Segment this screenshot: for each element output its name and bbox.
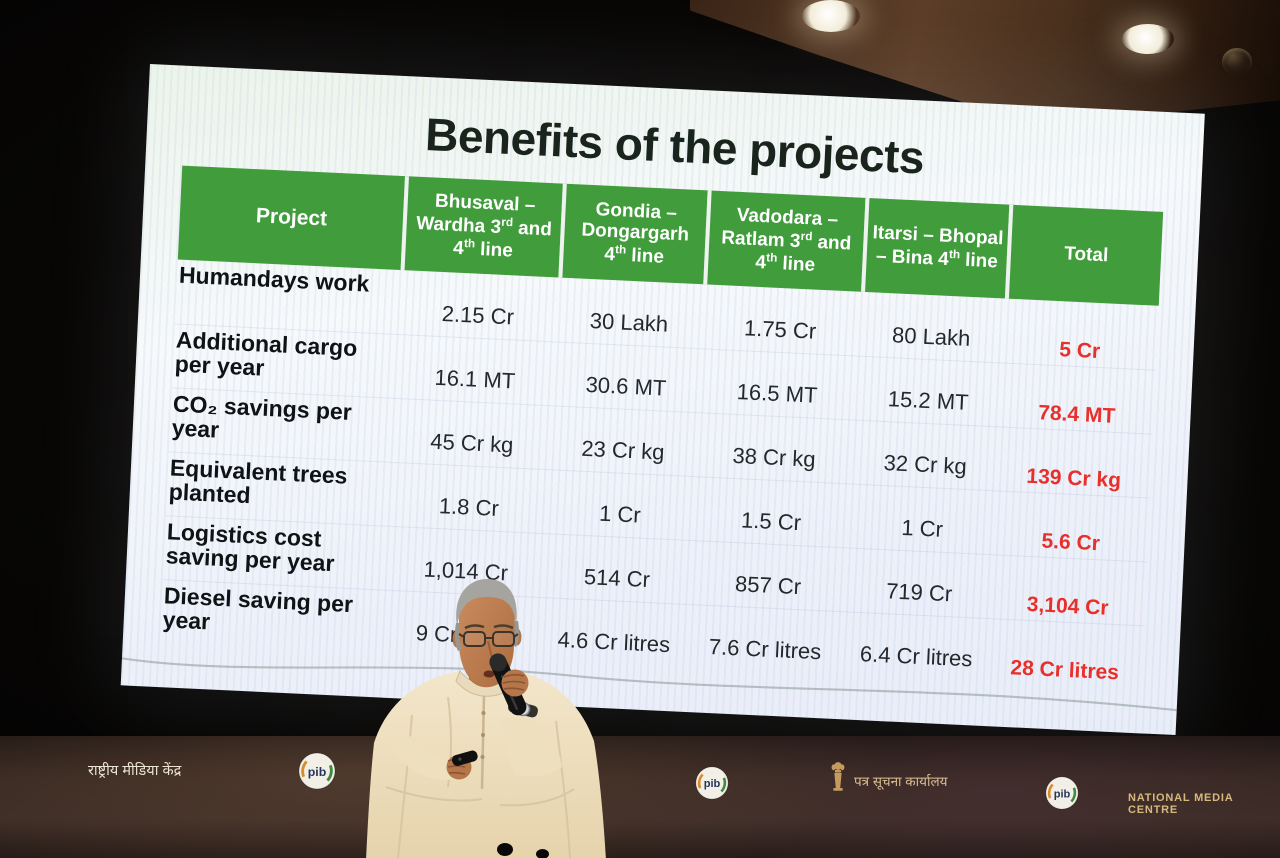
presenter-right-sleeve [500,717,562,777]
kurta-placket [480,694,486,790]
presenter-kurta [366,671,606,858]
column-header: Gondia – Dongargarh 4th line [558,183,708,284]
value-cell: 16.1 MT [394,333,556,405]
ceiling-light-icon [802,0,860,32]
value-cell: 23 Cr kg [549,404,698,476]
total-cell: 139 Cr kg [996,426,1153,498]
value-cell: 1 Cr [849,483,997,554]
ceiling-light-icon [1122,24,1174,54]
value-cell: 32 Cr kg [852,419,1000,490]
pib-logo-text: pib [308,765,327,779]
slide-bottom-curl [121,657,1177,712]
value-cell: 30.6 MT [552,341,701,412]
value-cell: 857 Cr [688,539,850,612]
podium-mic-icon [497,843,513,856]
column-header: Bhusaval – Wardha 3rd and 4th line [400,176,564,278]
pib-logo-icon: pib [1045,776,1079,810]
column-header: Itarsi – Bhopal – Bina 4th line [861,197,1010,299]
value-cell: 80 Lakh [891,321,971,351]
pib-office-hindi-label: पत्र सूचना कार्यालय [854,774,948,789]
nmc-hindi-label: राष्ट्रीय मीडिया केंद्र [88,763,182,779]
pib-logo-text: pib [704,778,721,790]
presenter-mouth [483,670,495,678]
presenter-hair [456,579,517,627]
right-hand-fingers [502,673,526,691]
column-header: Total [1005,204,1164,306]
row-label: Additional cargo per year [171,323,398,398]
value-cell: 1.8 Cr [388,461,550,533]
value-cell: 2.15 Cr [441,300,515,330]
value-cell: 1 Cr [546,468,695,540]
pib-logo-icon: pib [298,752,336,790]
column-header: Vadodara – Ratlam 3rd and 4th line [703,190,866,292]
presenter-hair [454,623,462,651]
column-header: Project [177,165,406,270]
presenter-eyebrows [464,624,514,630]
value-cell: 30 Lakh [589,307,669,337]
value-cell: 38 Cr kg [694,411,856,484]
kurta-buttons [480,711,486,759]
row-label: Logistics cost saving per year [162,514,389,590]
value-cell: 6.4 Cr litres [843,611,991,682]
row-label: Equivalent trees planted [165,450,392,526]
dome-camera-icon [1222,48,1252,75]
total-cell: 5.6 Cr [993,489,1150,562]
total-cell: 78.4 MT [999,362,1156,434]
value-cell: 45 Cr kg [391,397,553,469]
backdrop-wall: राष्ट्रीय मीडिया केंद्र pib pib पत्र सूच… [0,736,1280,858]
nmc-english-label: NATIONAL MEDIA CENTRE [1128,792,1234,816]
clicker-icon [451,750,478,766]
benefits-table: Project Bhusaval – Wardha 3rd and 4th lin… [159,165,1164,689]
total-cell: 3,104 Cr [990,553,1147,626]
value-cell: 719 Cr [846,547,994,618]
row-label: CO₂ savings per year [168,387,395,462]
glasses-icon [458,631,519,647]
presenter [366,579,606,858]
pib-logo-icon: pib [695,766,729,800]
value-cell: 1.5 Cr [691,475,853,548]
ashoka-emblem-icon [831,762,845,791]
podium-mic-icon [536,849,549,858]
pib-logo-text: pib [1054,788,1071,800]
projection-screen: Benefits of the projects Project Bhusaval… [120,64,1205,736]
row-label: Humandays work [178,261,370,297]
value-cell: 16.5 MT [697,347,859,420]
value-cell: 1.75 Cr [743,314,817,344]
presenter-left-sleeve [390,734,458,781]
value-cell: 15.2 MT [855,355,1003,427]
total-cell: 5 Cr [1058,337,1101,363]
